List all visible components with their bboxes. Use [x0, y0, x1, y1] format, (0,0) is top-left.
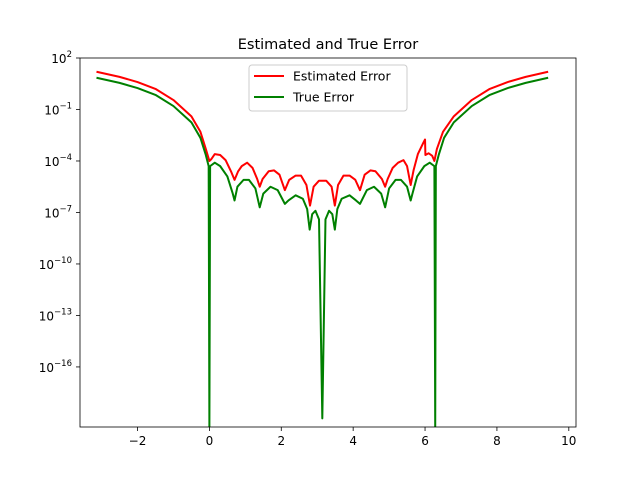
y-tick-label: 102 — [51, 50, 72, 66]
series-line-true-error — [96, 76, 549, 427]
y-tick-label: 10−13 — [39, 307, 72, 323]
x-tick-label: 0 — [206, 434, 214, 448]
y-tick-label: 10−1 — [44, 101, 72, 117]
x-tick-label: 4 — [349, 434, 357, 448]
y-tick-label: 10−7 — [44, 204, 72, 220]
series-line-estimated-error — [96, 70, 549, 207]
y-tick-label: 10−4 — [44, 153, 72, 169]
legend: Estimated Error True Error — [248, 64, 408, 112]
x-tick-label: 2 — [277, 434, 285, 448]
x-tick-label: −2 — [129, 434, 147, 448]
legend-box — [248, 64, 408, 112]
y-tick-label: 10−10 — [39, 256, 72, 272]
legend-label-estimated-error: Estimated Error — [293, 69, 391, 84]
x-tick-label: 10 — [561, 434, 576, 448]
x-axis: −2 0 2 4 6 8 10 — [129, 427, 576, 448]
plot-frame — [79, 57, 577, 428]
x-tick-label: 8 — [493, 434, 501, 448]
chart-title: Estimated and True Error — [238, 37, 419, 53]
y-tick-label: 10−16 — [39, 359, 72, 375]
y-axis: 102 10−1 10−4 10−7 10−10 10−13 10−16 — [39, 50, 80, 375]
x-tick-label: 6 — [421, 434, 429, 448]
legend-label-true-error: True Error — [292, 90, 355, 105]
